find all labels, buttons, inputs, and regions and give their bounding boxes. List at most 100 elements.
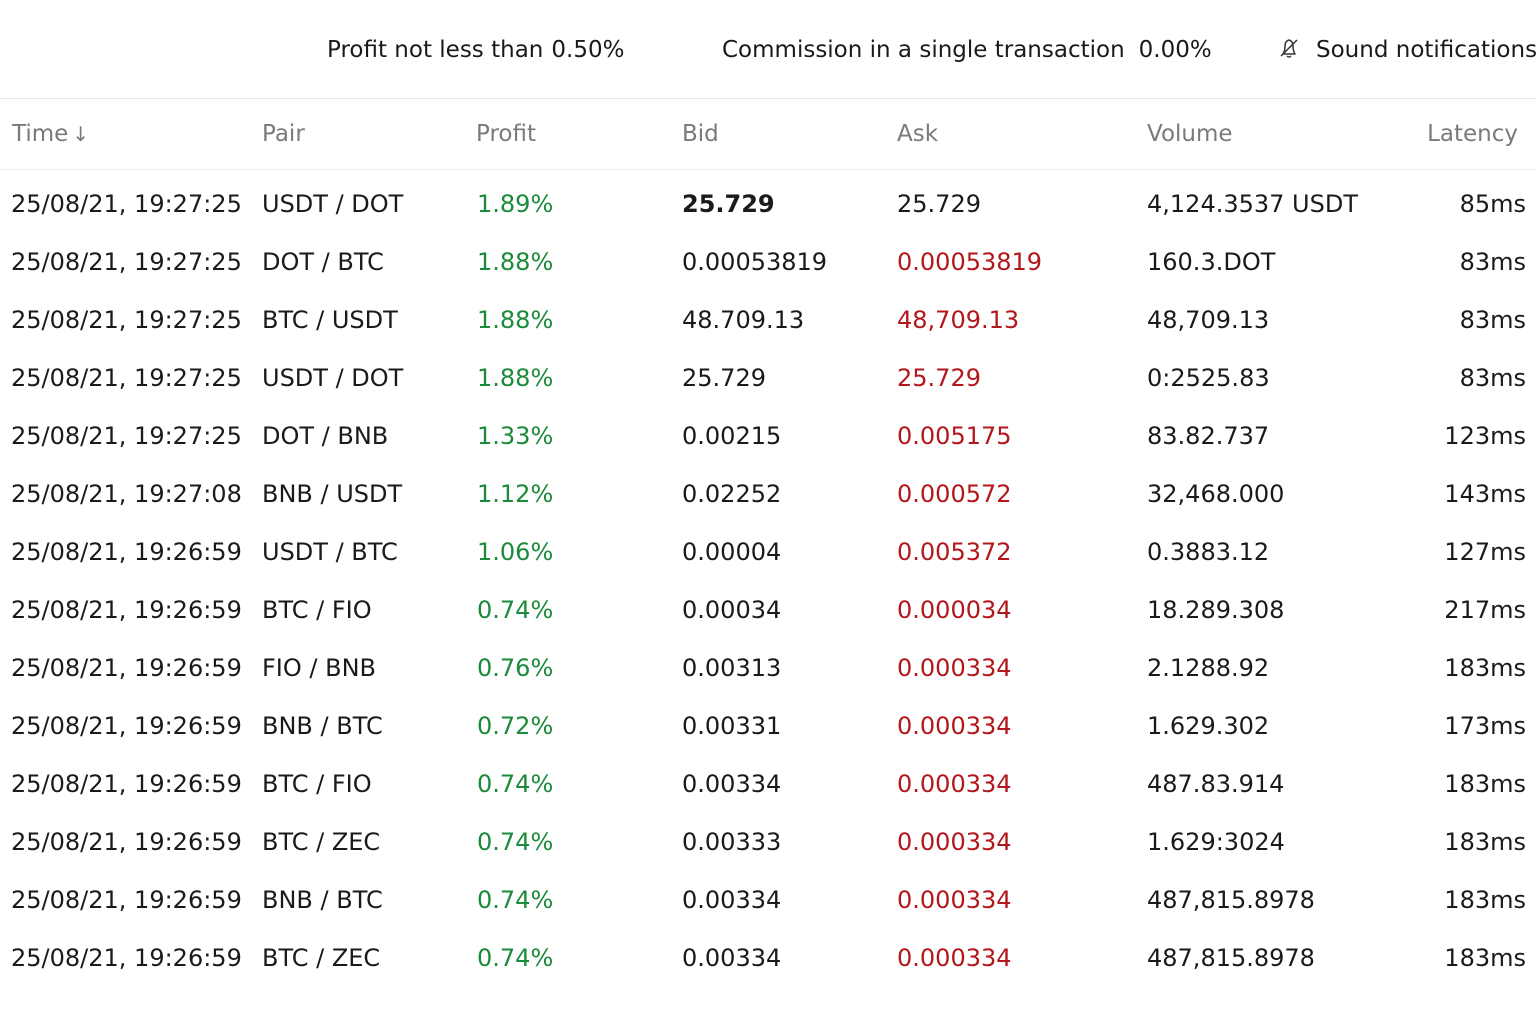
profit-cell: 1.33% [477,422,554,450]
table-row[interactable]: 25/08/21, 19:27:25 DOT / BTC 1.88% 0.000538… [0,233,1536,291]
bid-cell: 0.00034 [682,596,782,624]
table-row[interactable]: 25/08/21, 19:26:59 BNB / BTC 0.74% 0.00334 0… [0,871,1536,929]
time-cell: 25/08/21, 19:26:59 [11,944,242,972]
pair-cell: BNB / BTC [262,712,383,740]
time-cell: 25/08/21, 19:27:25 [11,248,242,276]
volume-cell: 487,815.8978 [1147,886,1315,914]
profit-cell: 1.89% [477,190,554,218]
table-row[interactable]: 25/08/21, 19:27:25 DOT / BNB 1.33% 0.00215 0… [0,407,1536,465]
pair-cell: DOT / BNB [262,422,389,450]
pair-cell: BNB / USDT [262,480,403,508]
sort-descending-icon: ↓ [72,122,90,146]
table-row[interactable]: 25/08/21, 19:26:59 BTC / FIO 0.74% 0.00034 0… [0,581,1536,639]
table-row[interactable]: 25/08/21, 19:26:59 BTC / ZEC 0.74% 0.00334 0… [0,929,1536,987]
bid-cell: 0.00333 [682,828,782,856]
latency-cell: 183ms [1444,944,1526,972]
min-profit-label: Profit not less than [327,37,544,63]
latency-cell: 143ms [1444,480,1526,508]
profit-cell: 0.76% [477,654,554,682]
volume-cell: 487.83.914 [1147,770,1285,798]
ask-cell: 0.000334 [897,828,1012,856]
column-header-profit[interactable]: Profit [476,121,536,147]
column-header-time[interactable]: Time ↓ [12,119,89,149]
min-profit-value[interactable]: 0.50% [551,37,625,63]
latency-cell: 83ms [1459,364,1526,392]
column-header-bid[interactable]: Bid [682,121,719,147]
volume-cell: 1.629:3024 [1147,828,1285,856]
table-header: Time ↓ Pair Profit Bid Ask Volume Latency [0,99,1536,170]
ask-cell: 0.000334 [897,886,1012,914]
column-header-ask[interactable]: Ask [897,121,939,147]
ask-cell: 0.000334 [897,770,1012,798]
profit-cell: 1.88% [477,306,554,334]
latency-cell: 183ms [1444,886,1526,914]
bell-icon[interactable] [1276,35,1302,61]
volume-cell: 2.1288.92 [1147,654,1270,682]
pair-cell: BTC / FIO [262,770,372,798]
ask-cell: 25.729 [897,190,981,218]
bid-cell: 0.00331 [682,712,782,740]
latency-cell: 83ms [1459,248,1526,276]
table-row[interactable]: 25/08/21, 19:26:59 BNB / BTC 0.72% 0.00331 0… [0,697,1536,755]
table-row[interactable]: 25/08/21, 19:27:25 USDT / DOT 1.88% 25.729 2… [0,349,1536,407]
volume-cell: 32,468.000 [1147,480,1285,508]
latency-cell: 217ms [1444,596,1526,624]
latency-cell: 173ms [1444,712,1526,740]
ask-cell: 25.729 [897,364,981,392]
bid-cell: 25.729 [682,190,775,218]
profit-cell: 0.74% [477,944,554,972]
profit-cell: 1.06% [477,538,554,566]
latency-cell: 183ms [1444,828,1526,856]
volume-cell: 83.82.737 [1147,422,1270,450]
volume-cell: 1.629.302 [1147,712,1270,740]
volume-cell: 0:2525.83 [1147,364,1270,392]
profit-cell: 0.74% [477,886,554,914]
table-row[interactable]: 25/08/21, 19:26:59 USDT / BTC 1.06% 0.00004… [0,523,1536,581]
column-header-volume[interactable]: Volume [1147,121,1233,147]
bid-cell: 0.00215 [682,422,782,450]
latency-cell: 183ms [1444,654,1526,682]
pair-cell: USDT / BTC [262,538,398,566]
bid-cell: 0.00004 [682,538,782,566]
table-row[interactable]: 25/08/21, 19:27:25 USDT / DOT 1.89% 25.729 2… [0,175,1536,233]
profit-cell: 0.74% [477,770,554,798]
profit-cell: 0.74% [477,828,554,856]
bid-cell: 0.02252 [682,480,782,508]
time-cell: 25/08/21, 19:26:59 [11,886,242,914]
table-row[interactable]: 25/08/21, 19:26:59 BTC / ZEC 0.74% 0.00333 0… [0,813,1536,871]
settings-bar: Profit not less than 0.50% Commission in … [0,0,1536,99]
pair-cell: BNB / BTC [262,886,383,914]
pair-cell: BTC / FIO [262,596,372,624]
profit-cell: 0.74% [477,596,554,624]
volume-cell: 48,709.13 [1147,306,1270,334]
ask-cell: 0.000572 [897,480,1012,508]
pair-cell: FIO / BNB [262,654,376,682]
latency-cell: 83ms [1459,306,1526,334]
ask-cell: 0.000334 [897,712,1012,740]
pair-cell: BTC / USDT [262,306,398,334]
profit-cell: 0.72% [477,712,554,740]
pair-cell: DOT / BTC [262,248,384,276]
ask-cell: 0.000334 [897,654,1012,682]
table-row[interactable]: 25/08/21, 19:27:08 BNB / USDT 1.12% 0.02252… [0,465,1536,523]
volume-cell: 160.3.DOT [1147,248,1276,276]
min-profit-setting[interactable]: Profit not less than 0.50% [327,34,624,66]
column-header-pair[interactable]: Pair [262,121,305,147]
bid-cell: 0.00334 [682,886,782,914]
commission-setting[interactable]: Commission in a single transaction 0.00% [722,34,1212,66]
volume-cell: 18.289.308 [1147,596,1285,624]
commission-value[interactable]: 0.00% [1138,37,1212,63]
table-row[interactable]: 25/08/21, 19:26:59 BTC / FIO 0.74% 0.00334 0… [0,755,1536,813]
pair-cell: USDT / DOT [262,364,404,392]
bid-cell: 0.00334 [682,944,782,972]
sound-notifications-toggle[interactable]: Sound notifications [1276,34,1536,66]
latency-cell: 123ms [1444,422,1526,450]
table-row[interactable]: 25/08/21, 19:27:25 BTC / USDT 1.88% 48.709.… [0,291,1536,349]
bid-cell: 0.00334 [682,770,782,798]
bid-cell: 25.729 [682,364,766,392]
table-row[interactable]: 25/08/21, 19:26:59 FIO / BNB 0.76% 0.00313 0… [0,639,1536,697]
bid-cell: 0.00313 [682,654,782,682]
column-header-latency[interactable]: Latency [1427,121,1518,147]
time-cell: 25/08/21, 19:26:59 [11,828,242,856]
profit-cell: 1.88% [477,248,554,276]
